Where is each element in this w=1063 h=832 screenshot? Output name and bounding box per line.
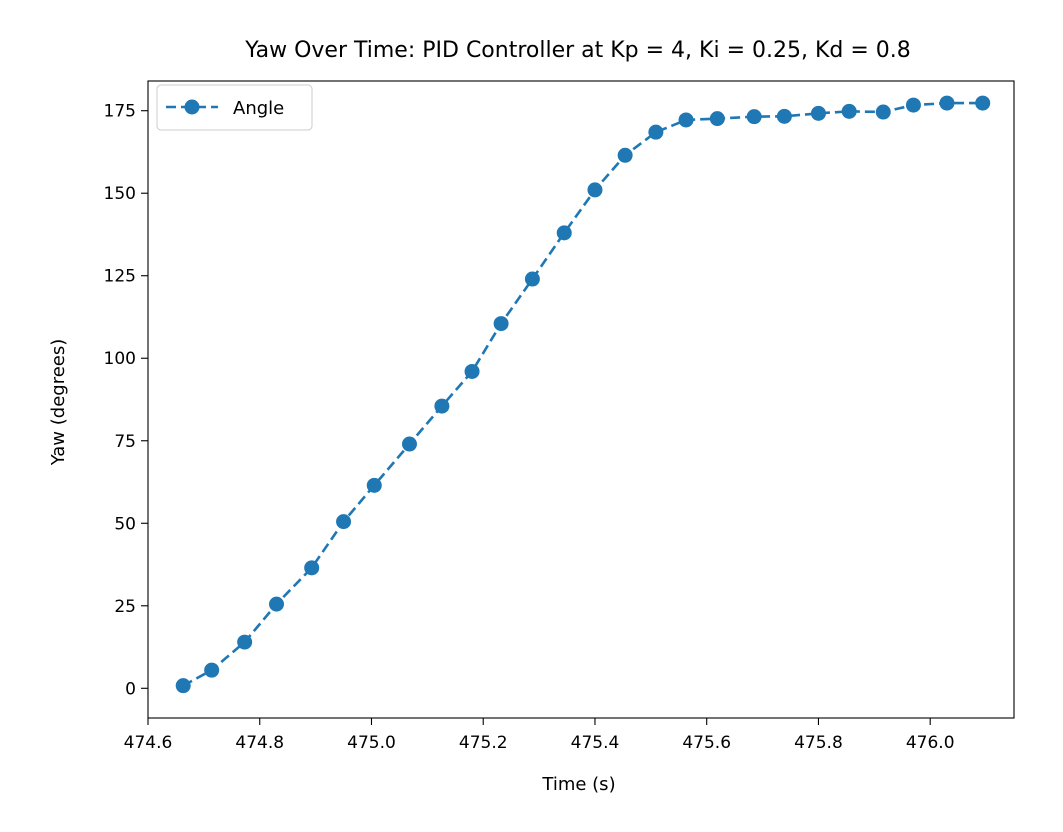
data-point	[776, 108, 792, 124]
y-tick-label: 75	[114, 432, 136, 452]
data-point	[709, 111, 725, 127]
data-point	[905, 97, 921, 113]
data-point	[366, 477, 382, 493]
data-point	[939, 95, 955, 111]
x-tick-label: 474.8	[235, 733, 284, 753]
x-tick-label: 475.8	[794, 733, 843, 753]
data-point	[841, 103, 857, 119]
y-axis: 0 25 50 75 100 125 150 175	[104, 102, 148, 699]
y-tick-label: 125	[104, 267, 136, 287]
y-axis-label: Yaw (degrees)	[48, 339, 69, 467]
x-tick-label: 475.4	[571, 733, 620, 753]
data-point	[524, 271, 540, 287]
data-point	[648, 124, 664, 140]
data-point	[617, 147, 633, 163]
data-point	[401, 436, 417, 452]
legend: Angle	[156, 84, 313, 131]
legend-box	[156, 84, 313, 131]
legend-marker	[184, 99, 200, 115]
x-tick-label: 475.0	[347, 733, 396, 753]
y-tick-label: 50	[114, 514, 136, 534]
data-point	[587, 182, 603, 198]
data-point	[336, 514, 352, 530]
y-tick-label: 100	[104, 349, 136, 369]
plot-area	[175, 95, 991, 694]
y-tick-label: 175	[104, 102, 136, 122]
x-tick-label: 476.0	[906, 733, 955, 753]
data-point	[434, 398, 450, 414]
x-tick-label: 475.6	[682, 733, 731, 753]
data-point	[304, 560, 320, 576]
data-point	[204, 662, 220, 678]
data-point	[875, 104, 891, 120]
data-point	[810, 105, 826, 121]
x-axis: 474.6 474.8 475.0 475.2 475.4 475.6 475.8 476.0	[124, 718, 955, 753]
chart-title: Yaw Over Time: PID Controller at Kp = 4,…	[244, 38, 911, 63]
data-point	[493, 316, 509, 332]
data-point	[464, 363, 480, 379]
data-point	[746, 109, 762, 125]
axes-frame	[147, 80, 1015, 719]
x-axis-label: Time (s)	[541, 774, 615, 795]
data-point	[175, 678, 191, 694]
x-tick-label: 475.2	[459, 733, 508, 753]
data-point	[678, 112, 694, 128]
data-point	[237, 634, 253, 650]
y-tick-label: 25	[114, 597, 136, 617]
y-tick-label: 150	[104, 184, 136, 204]
x-tick-label: 474.6	[124, 733, 173, 753]
data-point	[556, 225, 572, 241]
legend-label: Angle	[233, 98, 284, 119]
data-point	[269, 596, 285, 612]
data-point	[975, 95, 991, 111]
y-tick-label: 0	[125, 679, 136, 699]
